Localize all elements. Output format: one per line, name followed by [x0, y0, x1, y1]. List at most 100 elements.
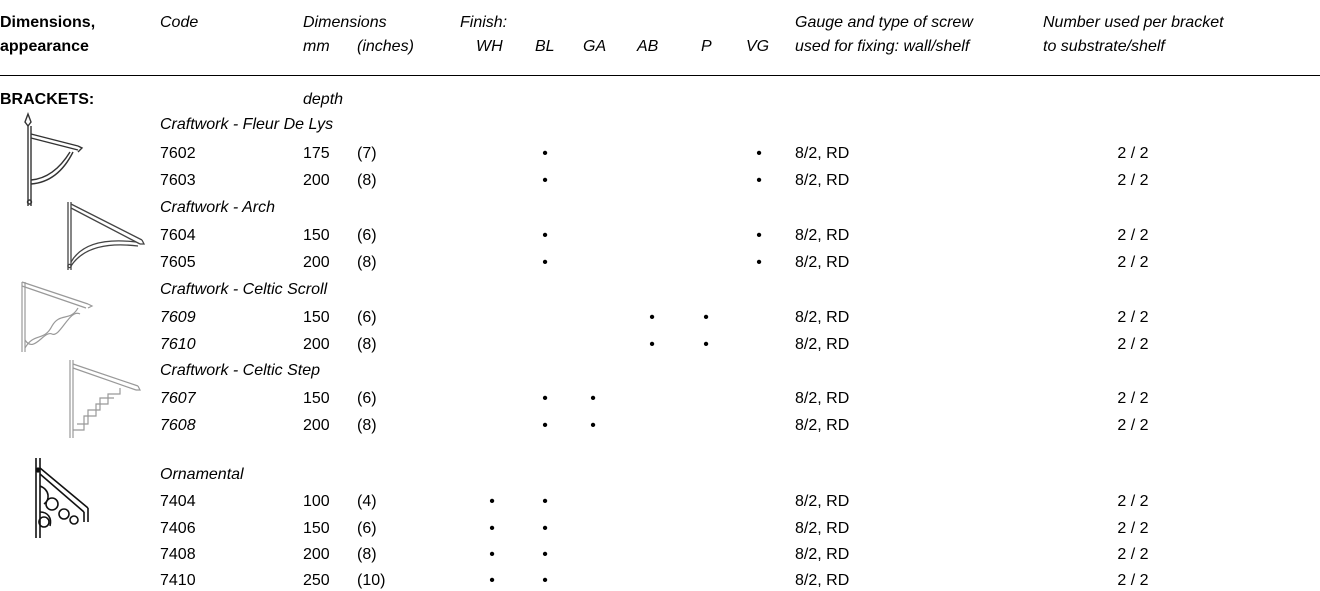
finish-ab-dot: • [649, 336, 655, 353]
row-gauge: 8/2, RD [795, 172, 850, 189]
finish-wh-dot: • [489, 572, 495, 589]
finish-ab-dot: • [649, 309, 655, 326]
row-mm: 200 [303, 417, 330, 434]
row-code: 7610 [160, 336, 196, 353]
row-number: 2 / 2 [1117, 172, 1149, 189]
header-dimensions-appearance-line1: Dimensions, [0, 14, 96, 31]
row-inches: (4) [357, 493, 377, 510]
header-number-line1: Number used per bracket [1043, 14, 1224, 31]
header-number-line2: to substrate/shelf [1043, 38, 1165, 55]
header-finish-bl: BL [535, 38, 555, 55]
row-number: 2 / 2 [1117, 493, 1149, 510]
row-inches: (8) [357, 546, 377, 563]
finish-p-dot: • [703, 309, 709, 326]
row-gauge: 8/2, RD [795, 145, 850, 162]
finish-bl-dot: • [542, 417, 548, 434]
finish-bl-dot: • [542, 572, 548, 589]
row-code: 7607 [160, 390, 196, 407]
header-finish-ab: AB [637, 38, 659, 55]
finish-bl-dot: • [542, 546, 548, 563]
row-number: 2 / 2 [1117, 145, 1149, 162]
celtic-scroll-bracket-illustration [21, 281, 94, 352]
row-mm: 200 [303, 336, 330, 353]
row-gauge: 8/2, RD [795, 254, 850, 271]
row-gauge: 8/2, RD [795, 227, 850, 244]
finish-vg-dot: • [756, 254, 762, 271]
header-finish-wh: WH [476, 38, 503, 55]
header-finish-p: P [701, 38, 712, 55]
finish-wh-dot: • [489, 493, 495, 510]
row-number: 2 / 2 [1117, 227, 1149, 244]
finish-bl-dot: • [542, 520, 548, 537]
arch-bracket-illustration [67, 202, 146, 270]
finish-vg-dot: • [756, 227, 762, 244]
header-gauge-line1: Gauge and type of screw [795, 14, 973, 31]
row-inches: (10) [357, 572, 386, 589]
finish-vg-dot: • [756, 145, 762, 162]
row-mm: 200 [303, 172, 330, 189]
row-inches: (7) [357, 145, 377, 162]
header-dimensions: Dimensions [303, 14, 387, 31]
row-code: 7605 [160, 254, 196, 271]
finish-bl-dot: • [542, 227, 548, 244]
row-number: 2 / 2 [1117, 390, 1149, 407]
row-number: 2 / 2 [1117, 417, 1149, 434]
header-dimensions-appearance-line2: appearance [0, 38, 89, 55]
header-code: Code [160, 14, 199, 31]
header-rule [0, 75, 1320, 76]
row-code: 7408 [160, 546, 196, 563]
finish-wh-dot: • [489, 520, 495, 537]
row-code: 7603 [160, 172, 196, 189]
finish-wh-dot: • [489, 546, 495, 563]
finish-bl-dot: • [542, 254, 548, 271]
finish-p-dot: • [703, 336, 709, 353]
ornamental-bracket-illustration [35, 458, 89, 538]
row-number: 2 / 2 [1117, 336, 1149, 353]
row-gauge: 8/2, RD [795, 520, 850, 537]
fleur-de-lys-bracket-illustration [24, 112, 84, 206]
row-inches: (6) [357, 227, 377, 244]
row-gauge: 8/2, RD [795, 390, 850, 407]
row-gauge: 8/2, RD [795, 572, 850, 589]
header-finish: Finish: [460, 14, 508, 31]
row-code: 7404 [160, 493, 196, 510]
group-name: Craftwork - Fleur De Lys [160, 116, 334, 133]
depth-label: depth [303, 91, 344, 108]
row-code: 7604 [160, 227, 196, 244]
row-number: 2 / 2 [1117, 254, 1149, 271]
row-mm: 100 [303, 493, 330, 510]
finish-ga-dot: • [590, 417, 596, 434]
row-mm: 150 [303, 520, 330, 537]
row-inches: (6) [357, 390, 377, 407]
row-number: 2 / 2 [1117, 546, 1149, 563]
row-mm: 250 [303, 572, 330, 589]
row-inches: (8) [357, 336, 377, 353]
finish-bl-dot: • [542, 493, 548, 510]
header-gauge-line2: used for fixing: wall/shelf [795, 38, 970, 55]
row-gauge: 8/2, RD [795, 546, 850, 563]
row-gauge: 8/2, RD [795, 309, 850, 326]
row-number: 2 / 2 [1117, 572, 1149, 589]
row-number: 2 / 2 [1117, 520, 1149, 537]
header-inches: (inches) [357, 38, 414, 55]
header-finish-vg: VG [746, 38, 770, 55]
row-code: 7608 [160, 417, 196, 434]
row-mm: 200 [303, 254, 330, 271]
row-mm: 150 [303, 390, 330, 407]
row-mm: 150 [303, 227, 330, 244]
row-code: 7410 [160, 572, 196, 589]
finish-bl-dot: • [542, 172, 548, 189]
header-mm: mm [303, 38, 330, 55]
header-finish-ga: GA [583, 38, 607, 55]
row-inches: (6) [357, 520, 377, 537]
row-code: 7406 [160, 520, 196, 537]
celtic-step-bracket-illustration [69, 360, 141, 438]
row-mm: 175 [303, 145, 330, 162]
row-gauge: 8/2, RD [795, 417, 850, 434]
finish-bl-dot: • [542, 145, 548, 162]
row-code: 7602 [160, 145, 196, 162]
row-mm: 200 [303, 546, 330, 563]
group-name: Craftwork - Celtic Scroll [160, 281, 328, 298]
row-gauge: 8/2, RD [795, 493, 850, 510]
row-inches: (8) [357, 254, 377, 271]
